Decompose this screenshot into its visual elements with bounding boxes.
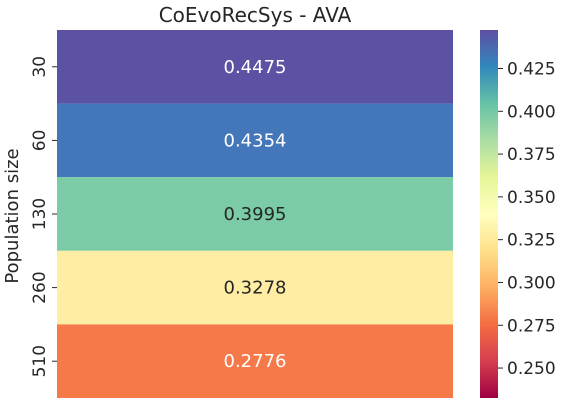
colorbar-tick-label: 0.300 xyxy=(507,273,556,293)
cell-value-label: 0.2776 xyxy=(224,351,287,372)
colorbar-ticks: 0.250 0.275 0.300 0.325 0.350 0.375 0.400 0.425 xyxy=(498,60,556,379)
cell-value-label: 0.4475 xyxy=(224,57,287,78)
heatmap-cells: 0.4475 0.4354 0.3995 0.3278 0.2776 xyxy=(57,30,453,398)
cell-value-label: 0.3995 xyxy=(224,204,287,225)
y-tick-label: 130 xyxy=(30,198,50,230)
cell-value-label: 0.4354 xyxy=(224,130,287,151)
y-axis-ticks: 30 60 130 260 510 xyxy=(30,56,57,377)
y-tick-label: 30 xyxy=(30,56,50,78)
colorbar-tick-label: 0.425 xyxy=(507,60,556,80)
heatmap-cell-510 xyxy=(57,324,453,398)
y-tick-label: 260 xyxy=(30,271,50,303)
colorbar-tick-label: 0.275 xyxy=(507,316,556,336)
heatmap-cell-30 xyxy=(57,30,453,104)
colorbar-tick-label: 0.350 xyxy=(507,188,556,208)
y-tick-label: 510 xyxy=(30,345,50,377)
heatmap-cell-130 xyxy=(57,177,453,251)
y-axis-label: Population size xyxy=(2,148,23,283)
colorbar xyxy=(480,30,498,398)
colorbar-tick-label: 0.250 xyxy=(507,359,556,379)
y-tick-label: 60 xyxy=(30,130,50,152)
colorbar-tick-label: 0.325 xyxy=(507,231,556,251)
heatmap-cell-260 xyxy=(57,250,453,325)
heatmap-cell-60 xyxy=(57,103,453,178)
cell-value-label: 0.3278 xyxy=(224,278,287,299)
colorbar-tick-label: 0.400 xyxy=(507,102,556,122)
chart-title: CoEvoRecSys - AVA xyxy=(159,3,352,27)
colorbar-tick-label: 0.375 xyxy=(507,145,556,165)
